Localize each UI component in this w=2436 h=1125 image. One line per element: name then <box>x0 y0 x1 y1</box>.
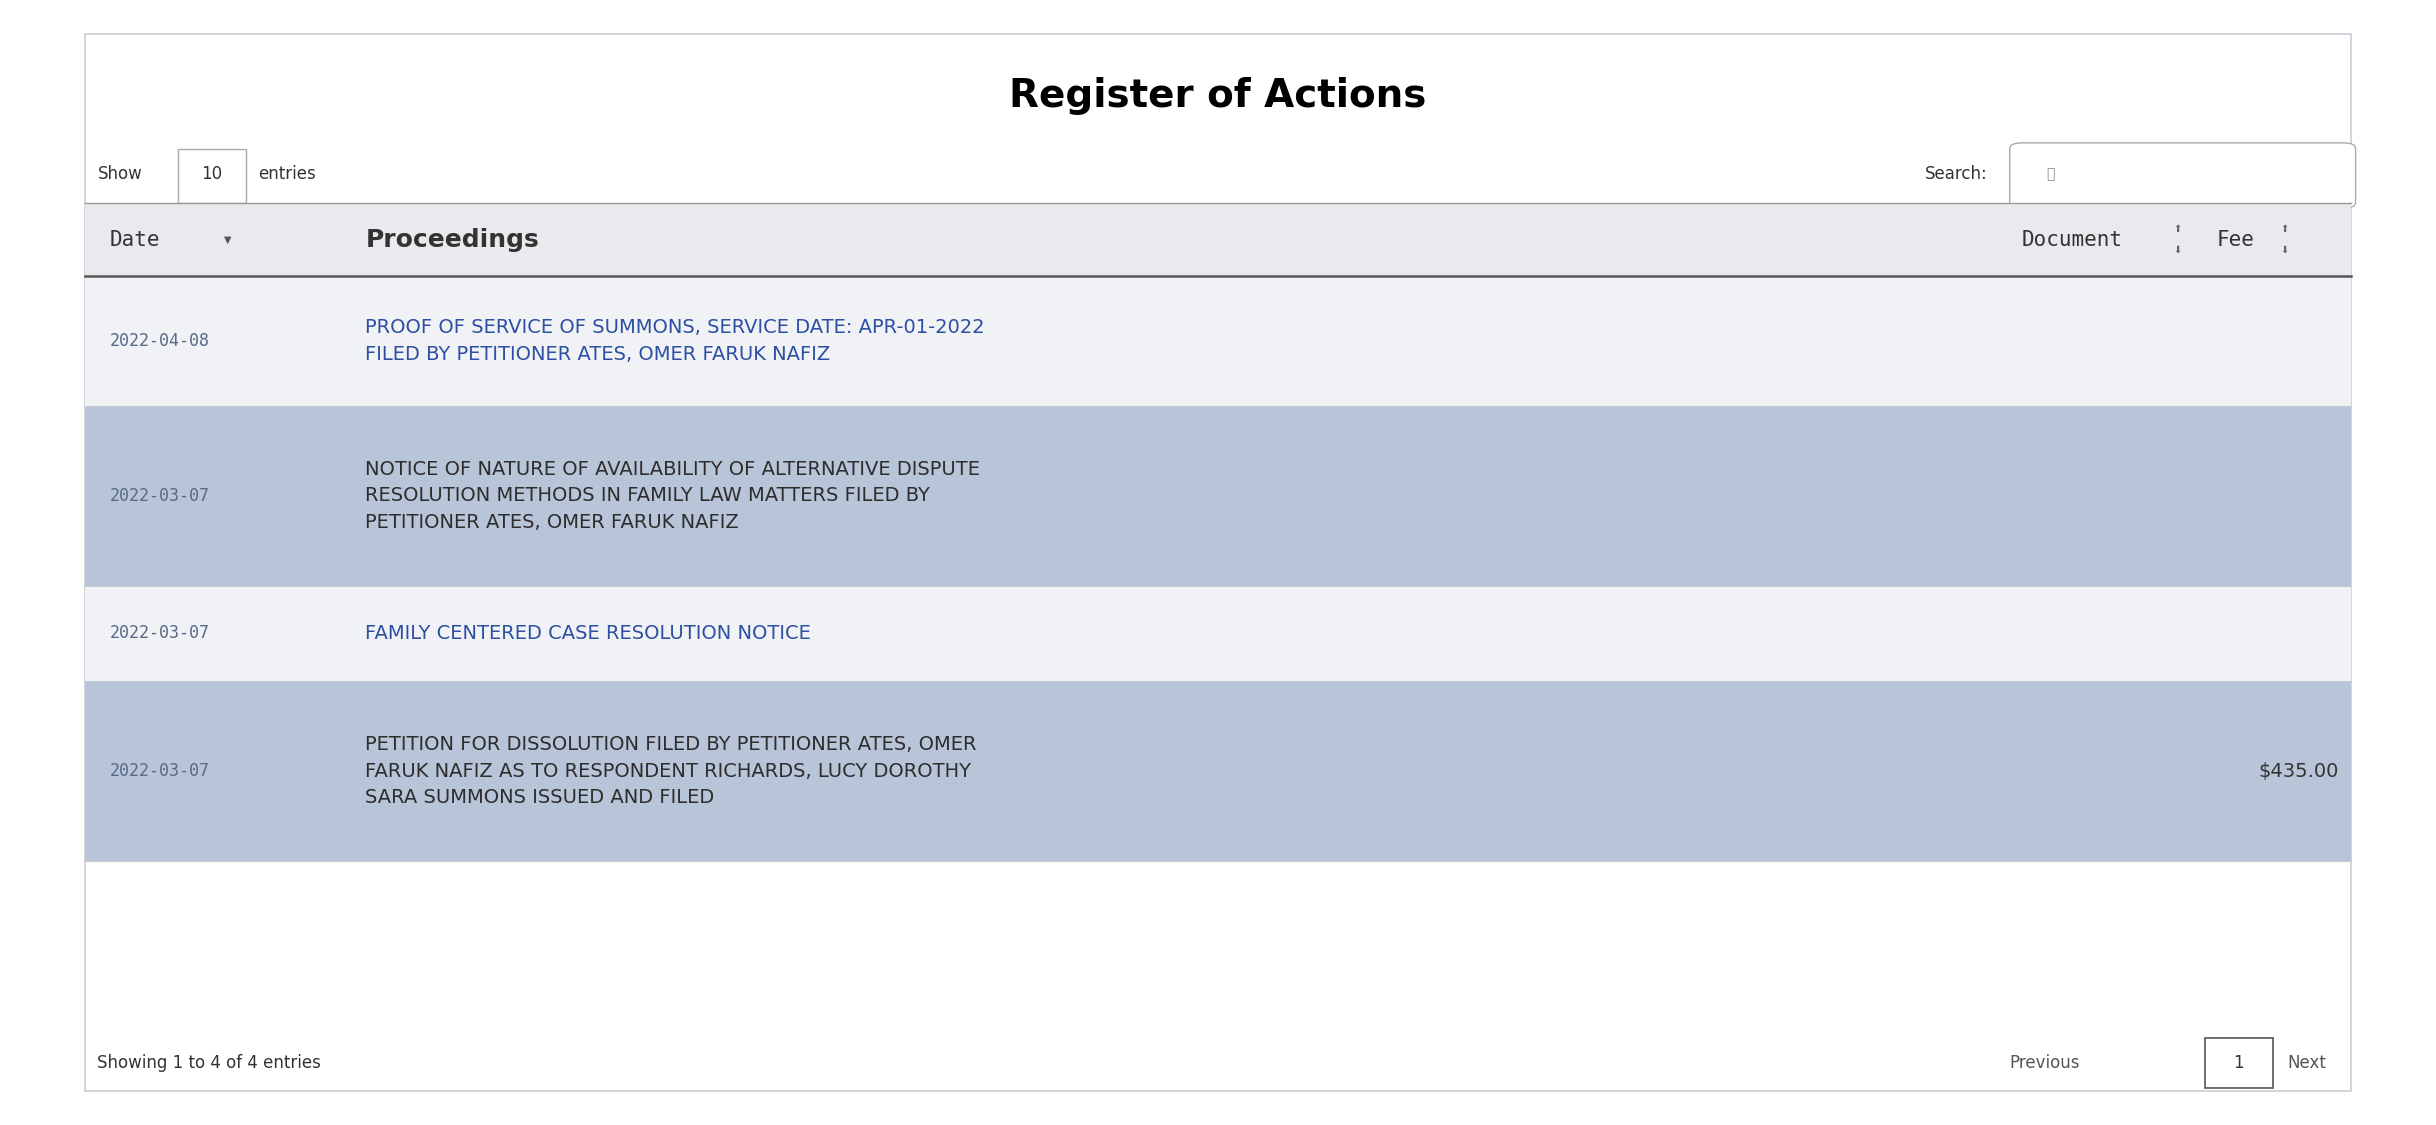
Text: ⬆: ⬆ <box>2280 225 2287 234</box>
Text: Date: Date <box>110 229 161 250</box>
Text: Next: Next <box>2287 1054 2326 1072</box>
Text: PETITION FOR DISSOLUTION FILED BY PETITIONER ATES, OMER
FARUK NAFIZ AS TO RESPON: PETITION FOR DISSOLUTION FILED BY PETITI… <box>365 736 977 808</box>
FancyBboxPatch shape <box>2010 143 2356 208</box>
Text: 2022-03-07: 2022-03-07 <box>110 624 209 642</box>
Text: 2022-03-07: 2022-03-07 <box>110 486 209 504</box>
Text: FAMILY CENTERED CASE RESOLUTION NOTICE: FAMILY CENTERED CASE RESOLUTION NOTICE <box>365 624 811 642</box>
Text: ⬆: ⬆ <box>2173 225 2180 234</box>
Text: Showing 1 to 4 of 4 entries: Showing 1 to 4 of 4 entries <box>97 1054 322 1072</box>
Text: 2022-03-07: 2022-03-07 <box>110 763 209 781</box>
FancyBboxPatch shape <box>85 585 2351 681</box>
Text: 2022-04-08: 2022-04-08 <box>110 332 209 350</box>
Text: Proceedings: Proceedings <box>365 227 538 252</box>
Text: PROOF OF SERVICE OF SUMMONS, SERVICE DATE: APR-01-2022
FILED BY PETITIONER ATES,: PROOF OF SERVICE OF SUMMONS, SERVICE DAT… <box>365 318 984 363</box>
FancyBboxPatch shape <box>85 202 2351 276</box>
Text: ⬇: ⬇ <box>2173 245 2180 254</box>
Text: 10: 10 <box>202 165 222 183</box>
Text: $435.00: $435.00 <box>2258 762 2339 781</box>
Text: Previous: Previous <box>2010 1054 2080 1072</box>
Text: Register of Actions: Register of Actions <box>1009 76 1427 115</box>
Text: ⬇: ⬇ <box>2280 245 2287 254</box>
Text: Search:: Search: <box>1924 165 1988 183</box>
FancyBboxPatch shape <box>85 681 2351 862</box>
Text: ▼: ▼ <box>224 235 231 244</box>
FancyBboxPatch shape <box>178 148 246 202</box>
Text: Show: Show <box>97 165 141 183</box>
FancyBboxPatch shape <box>2205 1038 2273 1088</box>
Text: Fee: Fee <box>2217 229 2256 250</box>
Text: Document: Document <box>2022 229 2122 250</box>
Text: 🔍: 🔍 <box>2046 168 2054 181</box>
Text: 1: 1 <box>2234 1054 2244 1072</box>
Text: entries: entries <box>258 165 317 183</box>
Text: NOTICE OF NATURE OF AVAILABILITY OF ALTERNATIVE DISPUTE
RESOLUTION METHODS IN FA: NOTICE OF NATURE OF AVAILABILITY OF ALTE… <box>365 459 979 531</box>
FancyBboxPatch shape <box>85 276 2351 405</box>
FancyBboxPatch shape <box>85 34 2351 1091</box>
FancyBboxPatch shape <box>85 405 2351 585</box>
